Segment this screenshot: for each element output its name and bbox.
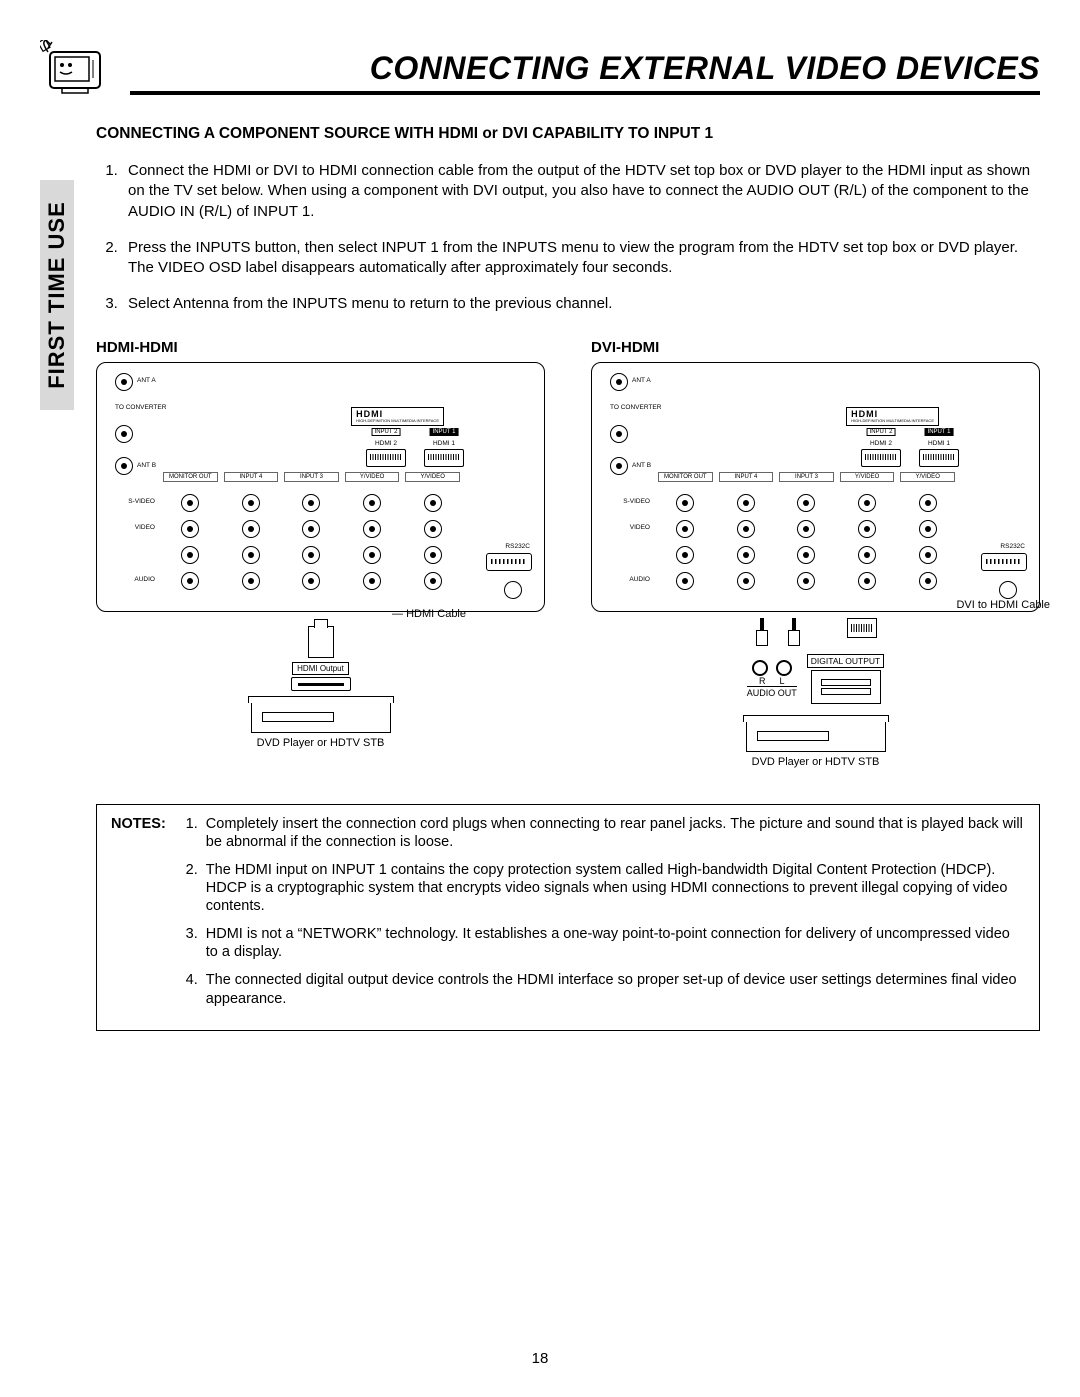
diagram-title-left: HDMI-HDMI [96, 339, 545, 356]
hdmi-output-label: HDMI Output [292, 662, 349, 675]
hdmi-plug-icon [308, 626, 334, 658]
headphone-jack [504, 581, 522, 599]
tv-rear-panel: ANT A TO CONVERTER ANT B HDMI HIGH-DEFIN… [96, 362, 545, 612]
audio-out-label: AUDIO OUT [747, 686, 797, 698]
side-tab: FIRST TIME USE [40, 180, 74, 410]
digital-output-label: DIGITAL OUTPUT [807, 654, 884, 668]
note-item: HDMI is not a “NETWORK” technology. It e… [202, 925, 1025, 961]
device-caption-right: DVD Player or HDTV STB [752, 756, 880, 768]
tv-rear-panel: ANT A TO CONVERTER ANT B HDMI HIGH-DEFIN… [591, 362, 1040, 612]
note-item: The connected digital output device cont… [202, 971, 1025, 1007]
hdmi-logo: HDMI HIGH-DEFINITION MULTIMEDIA INTERFAC… [351, 407, 444, 426]
dvd-player-icon [746, 720, 886, 752]
dvi-cable-label: DVI to HDMI Cable [956, 599, 1050, 611]
step-item: Press the INPUTS button, then select INP… [122, 238, 1040, 279]
steps-list: Connect the HDMI or DVI to HDMI connecti… [96, 161, 1040, 315]
digital-output-box [811, 670, 881, 704]
to-converter-label: TO CONVERTER [115, 405, 166, 412]
step-item: Select Antenna from the INPUTS menu to r… [122, 294, 1040, 314]
notes-box: NOTES: Completely insert the connection … [96, 804, 1040, 1031]
rs232-port [486, 553, 532, 571]
hdmi-output-slot [291, 677, 351, 691]
diagram-dvi-hdmi: DVI-HDMI ANT A TO CONVERTER ANT B HDMI H… [591, 339, 1040, 768]
header: CONNECTING EXTERNAL VIDEO DEVICES [40, 40, 1040, 95]
side-tab-label: FIRST TIME USE [44, 201, 70, 389]
hdmi-logo: HDMI HIGH-DEFINITION MULTIMEDIA INTERFAC… [846, 407, 939, 426]
notes-list: Completely insert the connection cord pl… [178, 815, 1025, 1018]
rs232-label: RS232C [505, 544, 530, 551]
dvi-cable-plugs [591, 618, 1040, 646]
dvi-plug-icon [847, 618, 877, 638]
notes-label: NOTES: [111, 815, 166, 1018]
device-caption-left: DVD Player or HDTV STB [257, 737, 385, 749]
main-content: CONNECTING A COMPONENT SOURCE WITH HDMI … [96, 125, 1040, 1031]
subheading: CONNECTING A COMPONENT SOURCE WITH HDMI … [96, 125, 1040, 143]
diagram-hdmi-hdmi: HDMI-HDMI ANT A TO CONVERTER ANT B HDMI … [96, 339, 545, 768]
ant-a-label: ANT A [137, 378, 156, 385]
diagram-title-right: DVI-HDMI [591, 339, 1040, 356]
page-number: 18 [0, 1350, 1080, 1367]
note-item: Completely insert the connection cord pl… [202, 815, 1025, 851]
note-item: The HDMI input on INPUT 1 contains the c… [202, 861, 1025, 915]
page-title: CONNECTING EXTERNAL VIDEO DEVICES [130, 50, 1040, 95]
diagrams-row: HDMI-HDMI ANT A TO CONVERTER ANT B HDMI … [96, 339, 1040, 768]
tv-plug-icon [40, 40, 110, 95]
dvd-player-icon [251, 701, 391, 733]
step-item: Connect the HDMI or DVI to HDMI connecti… [122, 161, 1040, 222]
